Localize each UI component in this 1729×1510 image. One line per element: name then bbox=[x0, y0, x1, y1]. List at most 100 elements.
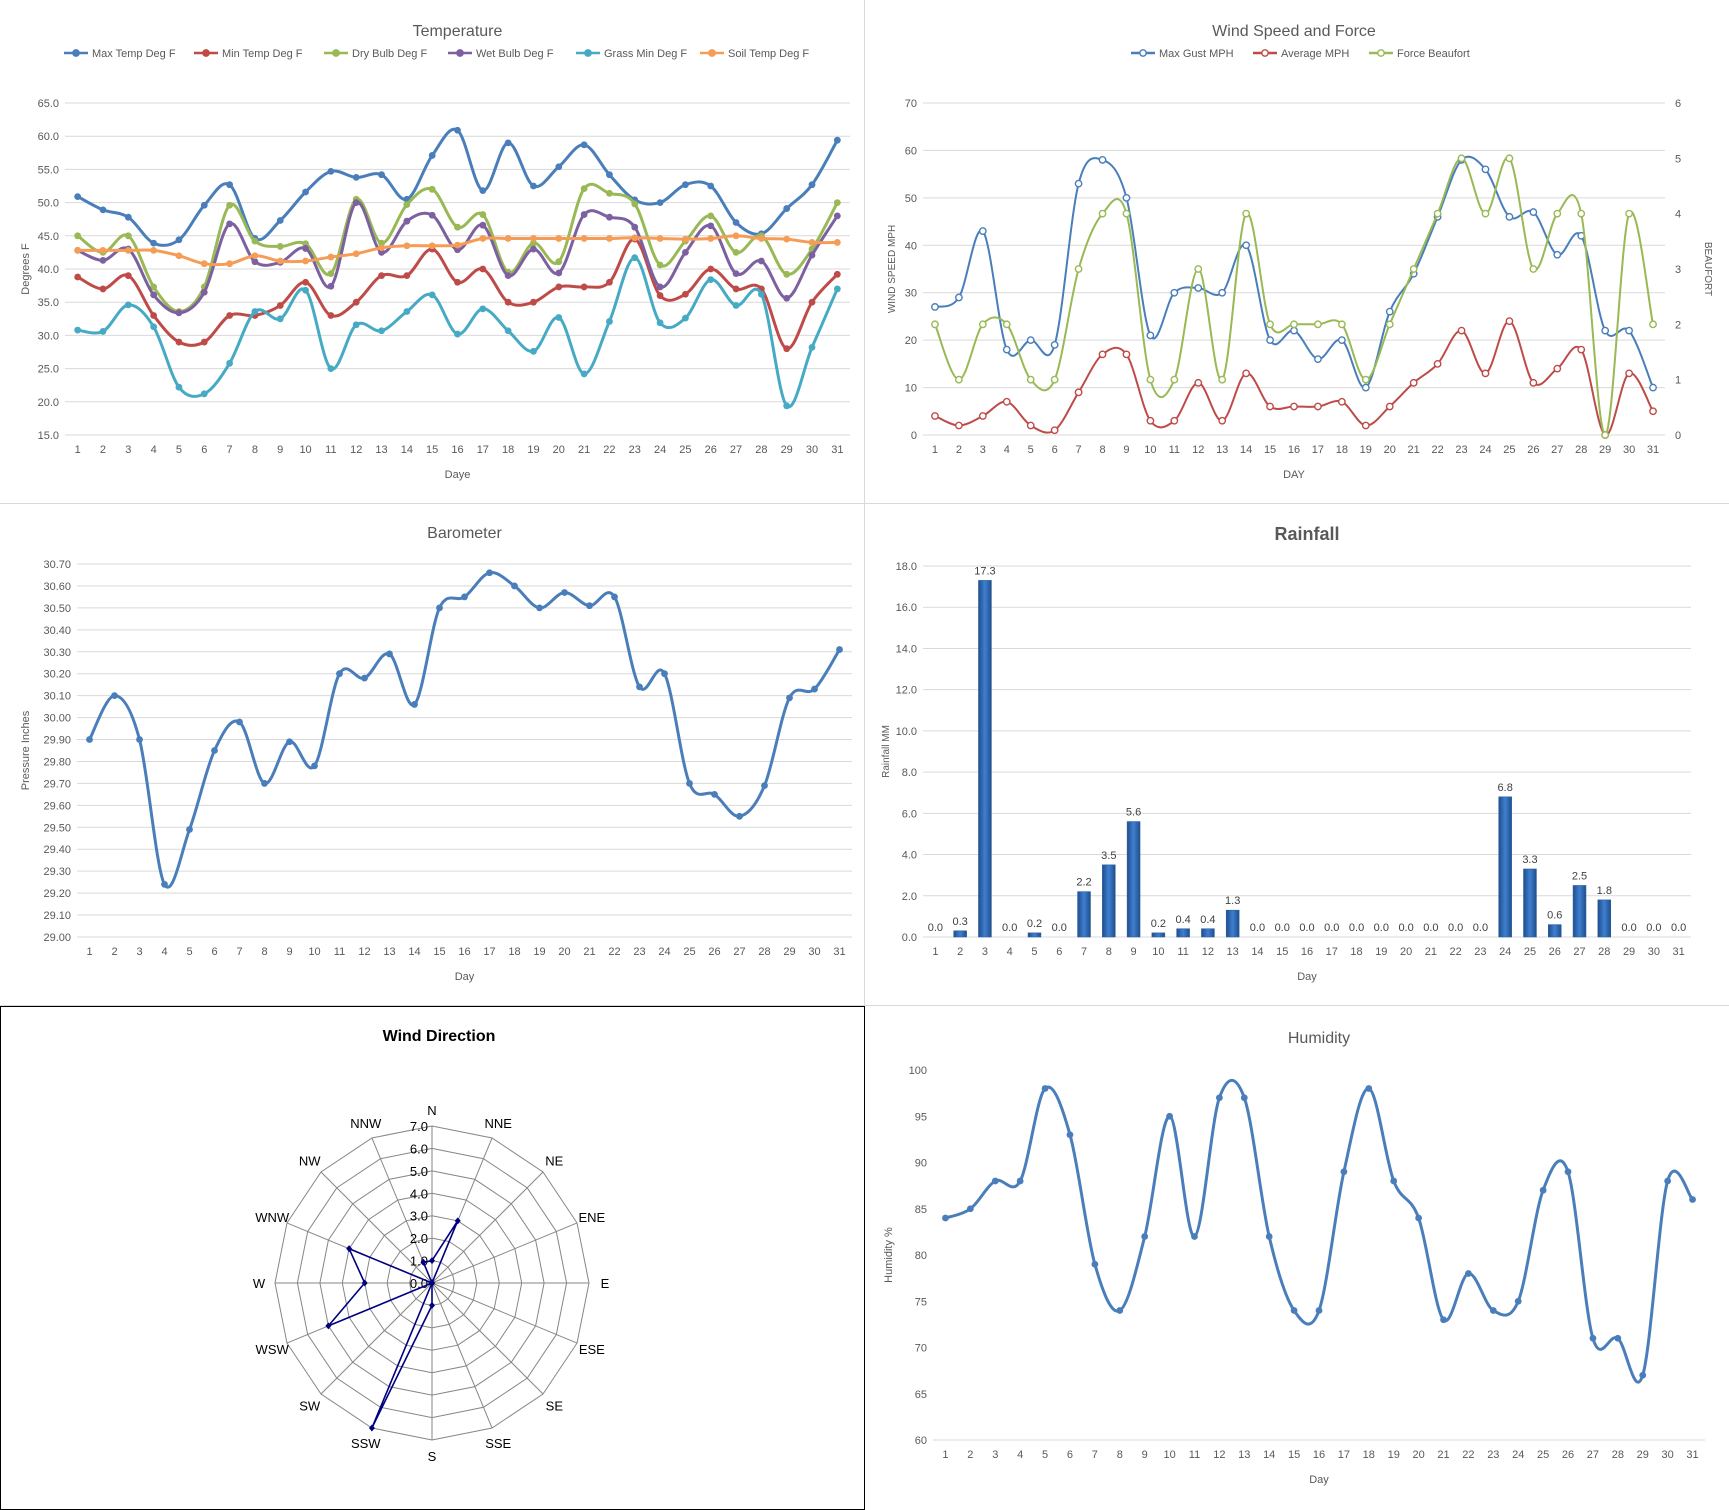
data-point bbox=[454, 330, 461, 338]
data-point bbox=[1194, 378, 1203, 387]
data-point bbox=[1122, 350, 1131, 359]
y-tick-label: 95 bbox=[915, 1111, 927, 1123]
data-point bbox=[352, 250, 360, 258]
y-tick-label: 30.30 bbox=[43, 647, 71, 659]
series-line bbox=[934, 156, 1654, 437]
data-point bbox=[251, 258, 259, 266]
data-point bbox=[428, 291, 436, 299]
x-tick-label: 19 bbox=[1388, 1449, 1400, 1461]
data-point bbox=[656, 292, 664, 299]
data-label: 0.0 bbox=[928, 922, 943, 934]
y-tick-label: 29.30 bbox=[43, 866, 71, 878]
data-point bbox=[966, 1205, 974, 1213]
x-tick-label: 15 bbox=[426, 444, 438, 456]
data-point bbox=[454, 1217, 461, 1225]
data-point bbox=[111, 692, 118, 700]
data-point bbox=[1649, 383, 1657, 392]
data-point bbox=[1290, 1307, 1298, 1314]
x-tick-label: 27 bbox=[1551, 444, 1563, 456]
bar bbox=[1151, 932, 1166, 938]
x-tick-label: 7 bbox=[1092, 1449, 1098, 1461]
data-point bbox=[808, 181, 816, 189]
y-axis-label: Rainfall MM bbox=[881, 725, 892, 778]
data-point bbox=[631, 254, 639, 262]
data-point bbox=[536, 604, 543, 612]
data-point bbox=[1170, 416, 1179, 425]
x-tick-label: 14 bbox=[1240, 444, 1252, 456]
data-point bbox=[1218, 375, 1227, 384]
x-tick-label: 19 bbox=[533, 946, 545, 958]
data-point bbox=[200, 260, 208, 268]
data-point bbox=[327, 282, 335, 290]
direction-label: NNW bbox=[350, 1116, 382, 1131]
data-point bbox=[1489, 1307, 1497, 1314]
x-tick-label: 3 bbox=[980, 444, 986, 456]
x-tick-label: 1 bbox=[75, 444, 81, 456]
data-point bbox=[555, 283, 563, 291]
data-point bbox=[175, 309, 183, 317]
radar-spoke bbox=[320, 1171, 433, 1284]
data-point bbox=[1194, 284, 1203, 292]
data-point bbox=[808, 251, 816, 259]
data-point bbox=[656, 283, 664, 291]
y-tick-label: 65 bbox=[915, 1389, 927, 1401]
x-tick-label: 16 bbox=[451, 444, 463, 456]
x-tick-label: 29 bbox=[1637, 1449, 1649, 1461]
direction-label: N bbox=[427, 1103, 436, 1118]
data-point bbox=[436, 604, 443, 612]
data-point bbox=[783, 235, 791, 243]
x-tick-label: 25 bbox=[1524, 946, 1536, 958]
data-point bbox=[150, 291, 158, 299]
x-tick-label: 6 bbox=[1052, 444, 1058, 456]
bar bbox=[1077, 891, 1091, 938]
x-tick-label: 30 bbox=[808, 946, 820, 958]
data-label: 0.0 bbox=[1646, 922, 1661, 934]
data-point bbox=[86, 736, 93, 743]
x-tick-label: 15 bbox=[1276, 946, 1288, 958]
data-point bbox=[942, 1214, 949, 1222]
data-point bbox=[403, 308, 411, 315]
data-point bbox=[732, 219, 740, 226]
series-0 bbox=[942, 1078, 1696, 1384]
data-point bbox=[606, 213, 613, 221]
data-point bbox=[403, 201, 411, 208]
data-point bbox=[276, 257, 284, 265]
legend-label-2: Dry Bulb Deg F bbox=[352, 48, 427, 60]
data-point bbox=[707, 222, 715, 230]
x-tick-label: 25 bbox=[683, 946, 695, 958]
data-point bbox=[732, 285, 740, 293]
x-tick-label: 28 bbox=[1612, 1449, 1624, 1461]
data-point bbox=[276, 243, 284, 250]
data-point bbox=[1433, 359, 1442, 368]
y-tick-label: 30.10 bbox=[43, 691, 71, 703]
data-point bbox=[1266, 320, 1274, 329]
x-tick-label: 18 bbox=[508, 946, 520, 958]
data-point bbox=[1166, 1112, 1173, 1120]
direction-label: SSE bbox=[485, 1436, 511, 1451]
r-tick-label: 3.0 bbox=[410, 1209, 428, 1224]
data-point bbox=[1553, 364, 1562, 373]
data-point bbox=[1170, 288, 1179, 297]
data-point bbox=[352, 298, 360, 306]
chart-title: Wind Direction bbox=[383, 1028, 496, 1045]
data-point bbox=[1191, 1233, 1198, 1240]
y-tick-label: 30.40 bbox=[43, 625, 71, 637]
wind-direction-chart: Wind Direction N NNE NE ENE E ESE SE SSE S SSW SW WS… bbox=[253, 1028, 610, 1464]
data-point bbox=[1242, 369, 1251, 378]
legend-marker-1 bbox=[202, 49, 210, 57]
y-tick-label: 4.0 bbox=[902, 850, 917, 862]
radar-spoke bbox=[431, 1282, 544, 1395]
x-tick-label: 4 bbox=[161, 946, 167, 958]
data-point bbox=[1614, 1334, 1622, 1342]
chart-legend: Max Gust MPH Average MPH Force Beaufort bbox=[1131, 48, 1470, 60]
data-point bbox=[150, 323, 158, 331]
data-point bbox=[636, 683, 643, 691]
data-point bbox=[1146, 416, 1155, 425]
data-point bbox=[606, 171, 613, 179]
y-tick-label: 10 bbox=[905, 383, 917, 395]
y-tick-label: 50.0 bbox=[38, 198, 59, 210]
x-tick-label: 5 bbox=[176, 444, 182, 456]
data-point bbox=[454, 223, 461, 231]
r-tick-label: 6.0 bbox=[410, 1141, 428, 1156]
x-tick-label: 9 bbox=[1142, 1449, 1148, 1461]
